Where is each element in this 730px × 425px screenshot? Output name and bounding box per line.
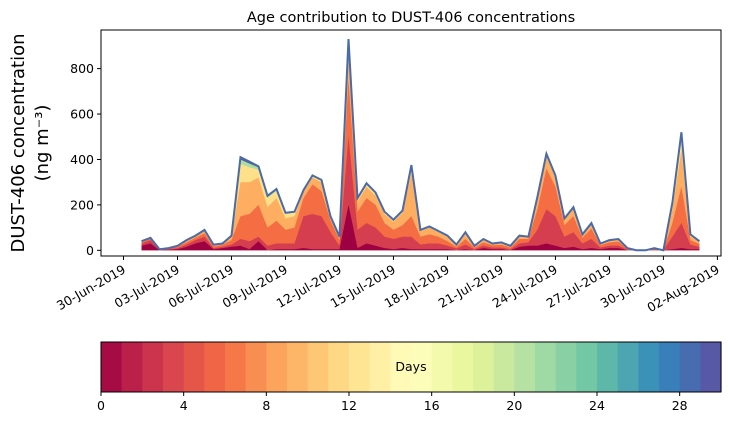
colorbar-segment <box>245 342 267 392</box>
colorbar-tick-label: 4 <box>180 398 188 413</box>
age-layer-25-days <box>141 40 700 251</box>
y-ticks: 0 200 400 600 800 <box>70 61 101 258</box>
y-tick-label: 800 <box>70 61 94 76</box>
colorbar-segment <box>431 342 453 392</box>
colorbar-tick-label: 8 <box>262 398 270 413</box>
age-layer-14-days <box>141 50 700 251</box>
colorbar-segment <box>514 342 536 392</box>
y-tick-label: 200 <box>70 197 94 212</box>
plot-frame <box>100 29 722 257</box>
colorbar-tick-label: 12 <box>341 398 357 413</box>
colorbar-segment <box>163 342 185 392</box>
colorbar-segment <box>101 342 123 392</box>
colorbar-tick-label: 0 <box>97 398 105 413</box>
colorbar-tick-label: 20 <box>506 398 522 413</box>
x-ticks: 30-Jun-201903-Jul-201906-Jul-201909-Jul-… <box>54 256 722 315</box>
colorbar-segment <box>411 342 433 392</box>
stacked-layers <box>141 39 701 252</box>
colorbar-segment <box>638 342 660 392</box>
colorbar-tick-label: 16 <box>424 398 440 413</box>
colorbar-tick-label: 24 <box>589 398 605 413</box>
colorbar-segment <box>369 342 391 392</box>
colorbar-segment <box>183 342 205 392</box>
y-tick-label: 600 <box>70 107 94 122</box>
colorbar-segment <box>473 342 495 392</box>
colorbar-segment <box>700 342 722 392</box>
colorbar-segment <box>576 342 598 392</box>
colorbar-tick-label: 28 <box>672 398 688 413</box>
y-axis-label: DUST-406 concentration <box>8 33 29 252</box>
colorbar-segment <box>307 342 329 392</box>
colorbar-segment <box>204 342 226 392</box>
chart-title: Age contribution to DUST-406 concentrati… <box>247 10 575 26</box>
colorbar-label: Days <box>395 359 426 374</box>
age-layer-30-days <box>141 39 700 251</box>
colorbar-segment <box>617 342 639 392</box>
y-tick-label: 0 <box>86 243 94 258</box>
age-layer-2-days <box>141 204 700 251</box>
colorbar-ticks: 0 4 8 12 16 20 24 28 <box>97 392 688 413</box>
colorbar-segment <box>349 342 371 392</box>
age-layer-20-days <box>141 41 700 251</box>
colorbar-segment <box>452 342 474 392</box>
colorbar-segment <box>266 342 288 392</box>
age-layer-9-days <box>141 80 700 251</box>
colorbar-segment <box>535 342 557 392</box>
total-concentration-line <box>141 39 701 252</box>
colorbar-segment <box>555 342 577 392</box>
y-tick-label: 400 <box>70 152 94 167</box>
y-axis-units: (ng m⁻³) <box>32 105 53 182</box>
colorbar-segment <box>328 342 350 392</box>
colorbar <box>101 342 722 392</box>
colorbar-segment <box>390 342 412 392</box>
colorbar-segment <box>121 342 143 392</box>
colorbar-segment <box>287 342 309 392</box>
colorbar-segment <box>493 342 515 392</box>
colorbar-segment <box>142 342 164 392</box>
colorbar-segment <box>225 342 247 392</box>
colorbar-frame <box>100 341 722 393</box>
colorbar-segment <box>659 342 681 392</box>
colorbar-segment <box>597 342 619 392</box>
colorbar-segment <box>679 342 701 392</box>
